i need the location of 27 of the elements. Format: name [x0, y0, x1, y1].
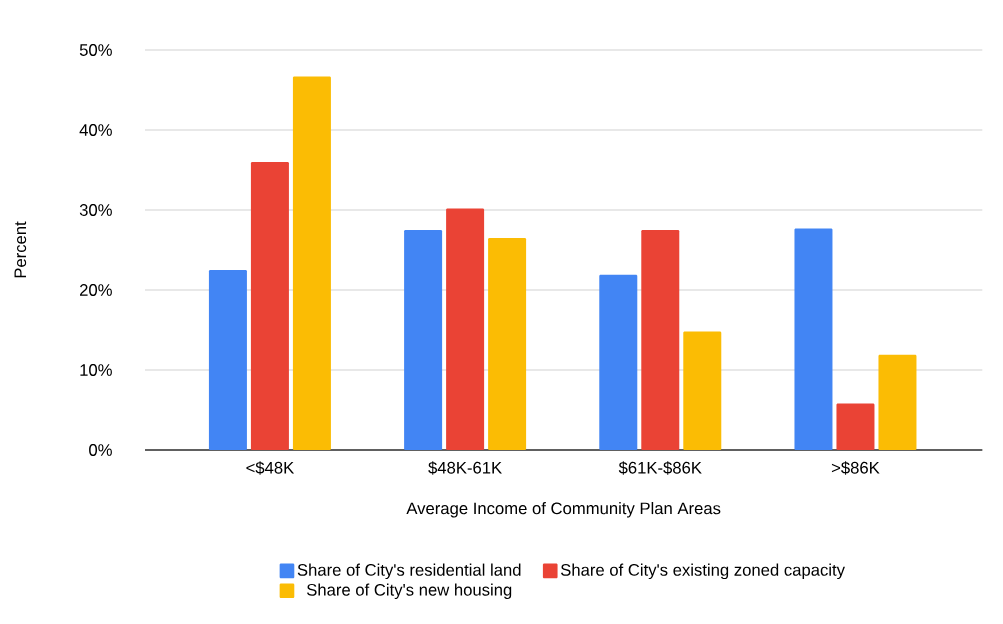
legend-label: Share of City's residential land — [297, 563, 521, 580]
y-tick-label: 40% — [79, 124, 112, 136]
x-axis-title: Average Income of Community Plan Areas — [406, 502, 721, 518]
x-tick-label: $61K-$86K — [618, 461, 702, 475]
x-tick-label: <$48K — [246, 461, 295, 475]
bar — [641, 229, 680, 450]
y-tick-label: 50% — [79, 44, 112, 56]
y-tick-label: 30% — [79, 204, 112, 216]
bar — [794, 228, 833, 450]
bar — [446, 208, 485, 450]
bar — [208, 269, 247, 450]
bar — [836, 403, 875, 450]
bar — [683, 331, 722, 450]
x-tick-label: $48K-61K — [428, 461, 502, 475]
y-axis-title: Percent — [14, 221, 27, 278]
bar — [404, 229, 443, 450]
y-tick-label: 10% — [80, 364, 112, 376]
bar — [488, 237, 527, 450]
legend-label: Share of City's new housing — [306, 583, 512, 600]
bar — [292, 76, 331, 450]
bar — [878, 354, 917, 450]
legend-label: Share of City's existing zoned capacity — [560, 563, 845, 580]
x-tick-label: >$86K — [831, 461, 880, 475]
y-tick-label: 20% — [80, 284, 112, 296]
bar — [599, 274, 638, 450]
bar — [250, 161, 289, 450]
y-tick-label: 0% — [89, 444, 112, 456]
